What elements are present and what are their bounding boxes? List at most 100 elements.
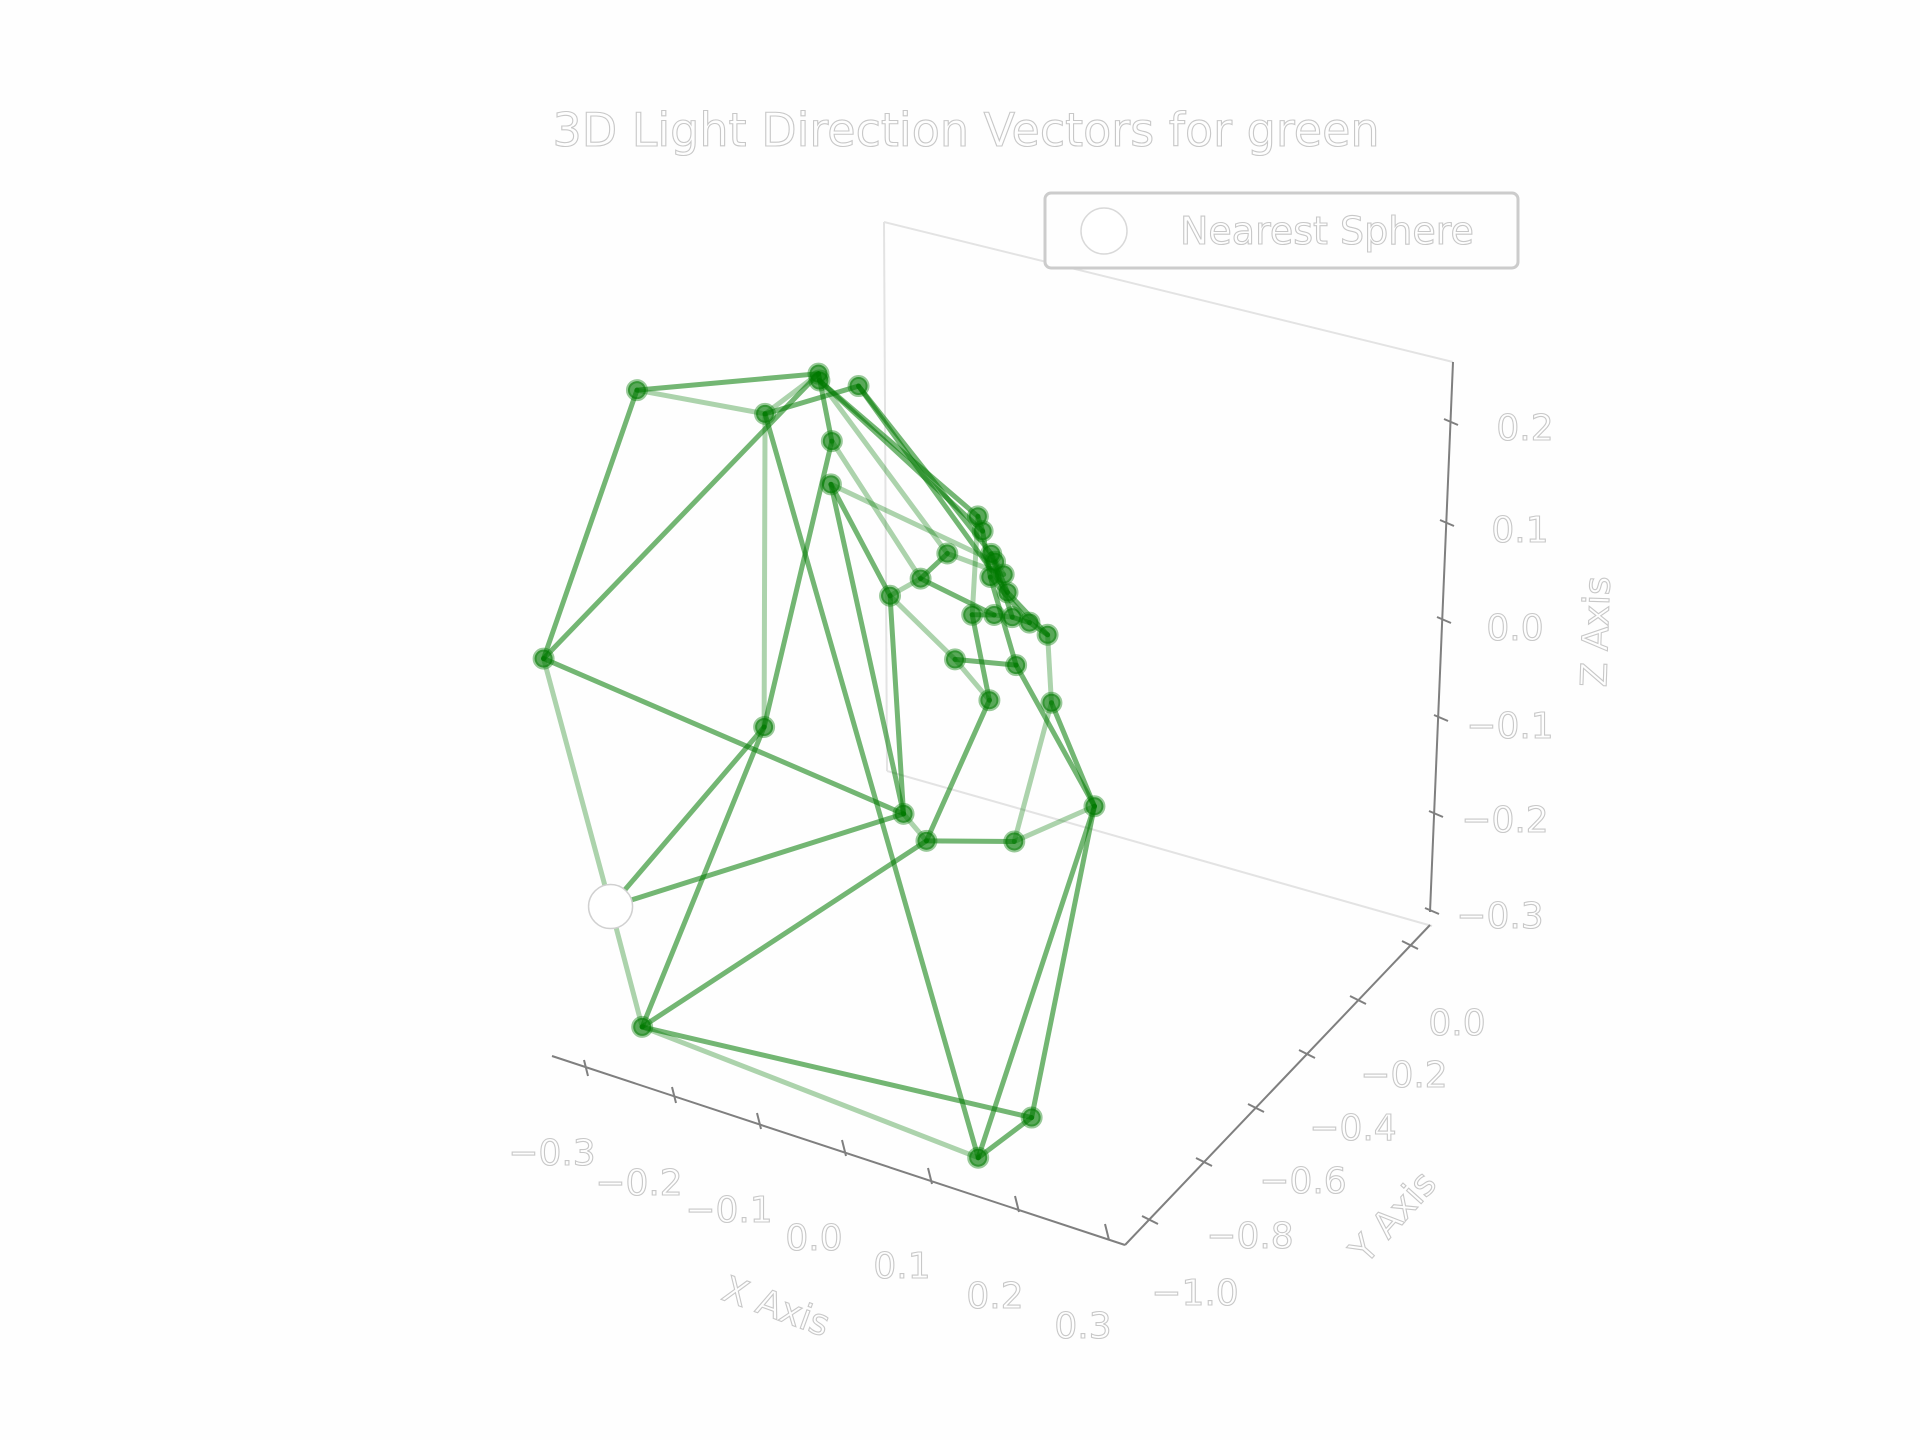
z-axis-label: Z Axis (1574, 576, 1619, 688)
edge-line (918, 576, 997, 618)
edge-line (1013, 662, 1097, 809)
legend-frame (1043, 191, 1520, 270)
legend: Nearest Sphere (1043, 191, 1520, 270)
data-point (892, 802, 915, 825)
x-tick-label: 0.2 (966, 1276, 1023, 1317)
pane-edge-top (883, 221, 1454, 363)
edge-line (887, 593, 958, 662)
edge-line (608, 724, 767, 910)
data-point (847, 375, 870, 398)
data-point (625, 379, 648, 402)
edge-line (541, 656, 614, 910)
x-tick-mark (583, 1059, 589, 1077)
edge-line (828, 481, 907, 817)
z-tick-mark (1433, 714, 1449, 722)
z-tick-mark (1428, 810, 1444, 818)
x-tick-label: −0.3 (508, 1133, 595, 1174)
data-point (996, 581, 1019, 604)
pane-edge-vertical (883, 221, 888, 772)
edge-line (1045, 632, 1054, 706)
edge-line (975, 803, 1097, 1161)
y-tick-label: −0.2 (1360, 1055, 1447, 1096)
edge-line (541, 371, 821, 662)
x-axis-label: X Axis (717, 1269, 835, 1345)
edge-line (608, 811, 907, 910)
x-tick-label: −0.1 (685, 1190, 772, 1231)
x-tick-label: −0.2 (595, 1163, 682, 1204)
axis-lines (551, 361, 1454, 1246)
edge-line (975, 1115, 1035, 1161)
edge-line (856, 383, 1011, 595)
edge-line (1011, 803, 1097, 844)
y-tick-label: −0.4 (1309, 1108, 1396, 1149)
x-tick-label: 0.0 (785, 1218, 842, 1259)
edge-line (761, 411, 768, 730)
y-tick-label: −0.8 (1206, 1216, 1293, 1257)
y-tick-label: −1.0 (1151, 1273, 1238, 1314)
data-point (944, 648, 966, 671)
data-point (1020, 1106, 1043, 1129)
edge-line (828, 481, 893, 599)
data-point (978, 689, 1001, 712)
x-tick-mark (671, 1086, 677, 1104)
edge-line (923, 838, 1017, 844)
data-point (754, 402, 777, 425)
y-axis-line (1124, 924, 1431, 1246)
z-tick-label: −0.3 (1456, 896, 1543, 937)
axes-panes (883, 221, 1454, 927)
z-tick-label: −0.1 (1466, 706, 1553, 747)
edge-line (1011, 700, 1054, 844)
y-tick-label: 0.0 (1428, 1003, 1485, 1044)
edge-line (634, 371, 821, 393)
edge-line (952, 656, 1019, 668)
axis-ticks: −0.3−0.2−0.10.00.10.20.30.0−0.2−0.4−0.6−… (508, 407, 1555, 1347)
edge-line (829, 438, 924, 582)
data-point (1018, 611, 1041, 634)
data-point (1036, 623, 1059, 646)
edge-line (639, 1024, 981, 1161)
x-tick-mark (1104, 1223, 1110, 1241)
y-tick-mark (1298, 1049, 1316, 1059)
data-point (992, 563, 1015, 586)
y-axis-label: Y Axis (1341, 1163, 1444, 1272)
edge-line (987, 574, 1019, 668)
data-point (915, 829, 938, 852)
x-axis-line (551, 1055, 1126, 1246)
vector-edges (541, 371, 1097, 1161)
edge-line (761, 438, 835, 730)
edge-line (541, 656, 907, 817)
legend-marker-nearest-sphere (1080, 207, 1128, 255)
data-point (971, 520, 994, 543)
vector-points (532, 362, 1106, 1169)
edge-line (923, 697, 992, 844)
data-point (936, 542, 959, 565)
x-tick-mark (927, 1167, 933, 1185)
data-point (983, 603, 1006, 626)
edge-line (1029, 803, 1097, 1121)
y-tick-mark (1195, 1157, 1213, 1167)
edge-line (828, 481, 998, 565)
data-point (961, 603, 984, 626)
data-point (631, 1015, 654, 1038)
z-axis-line (1429, 361, 1454, 913)
legend-label-nearest-sphere: Nearest Sphere (1180, 209, 1474, 253)
edge-line (762, 383, 862, 417)
x-tick-label: 0.1 (873, 1246, 930, 1287)
x-tick-mark (1014, 1195, 1020, 1213)
data-point (967, 1146, 990, 1169)
z-tick-mark (1424, 907, 1440, 915)
chart-title: 3D Light Direction Vectors for green (552, 103, 1379, 157)
data-point (1003, 830, 1026, 853)
edge-line (639, 838, 929, 1030)
edge-line (969, 612, 992, 703)
data-point (1001, 606, 1024, 629)
z-tick-label: 0.1 (1491, 510, 1548, 551)
data-point (753, 716, 776, 739)
nearest-sphere-point (587, 883, 634, 930)
edge-line (639, 1024, 1035, 1121)
data-point (1005, 654, 1028, 677)
y-tick-mark (1401, 940, 1419, 950)
z-tick-label: 0.0 (1486, 608, 1543, 649)
z-tick-mark (1439, 519, 1455, 527)
